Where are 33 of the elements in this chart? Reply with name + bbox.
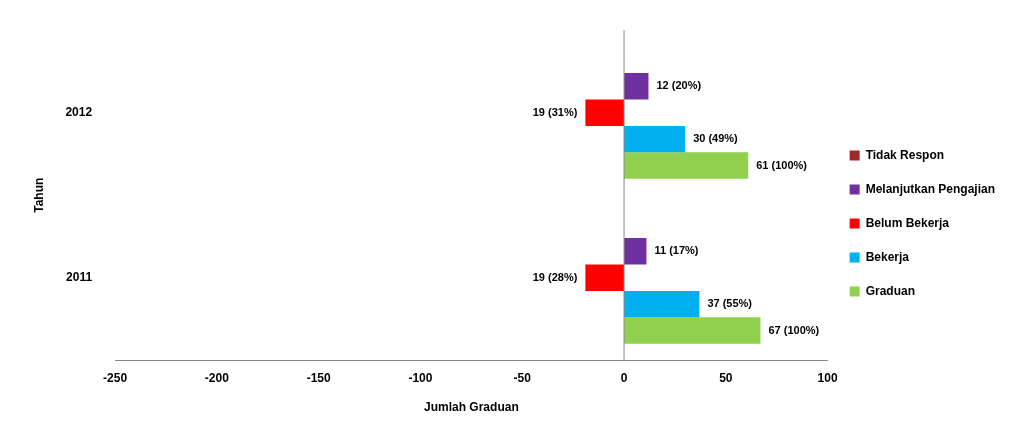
bar	[624, 73, 649, 100]
bar	[585, 99, 625, 126]
legend-label: Bekerja	[865, 249, 910, 264]
x-tick-label: -50	[513, 370, 532, 385]
x-tick-label: -200	[204, 370, 230, 385]
bar	[624, 290, 700, 318]
data-label: 11 (17%)	[654, 244, 699, 257]
legend-label: Tidak Respon	[865, 147, 945, 162]
data-label: 19 (31%)	[532, 105, 578, 118]
x-tick-label: -100	[408, 370, 433, 385]
y-tick-label: 2012	[65, 105, 93, 120]
data-label: 67 (100%)	[768, 323, 820, 336]
x-tick-label: 50	[719, 370, 733, 385]
data-label: 37 (55%)	[707, 297, 753, 310]
x-tick-label: 100	[817, 370, 838, 385]
data-label: 30 (49%)	[693, 132, 739, 145]
bar	[624, 152, 749, 179]
data-label: 12 (20%)	[656, 79, 702, 92]
x-tick-label: -250	[103, 370, 128, 385]
legend-label: Belum Bekerja	[865, 215, 950, 230]
data-label: 19 (28%)	[532, 270, 578, 283]
x-tick-label: 0	[620, 370, 628, 385]
bar	[624, 317, 761, 344]
x-tick-label: -150	[306, 370, 332, 385]
bar	[585, 264, 625, 291]
legend-label: Melanjutkan Pengajian	[865, 181, 996, 196]
x-axis-title: Jumlah Graduan	[424, 400, 519, 415]
data-label: 61 (100%)	[756, 158, 808, 171]
legend-label: Graduan	[865, 283, 915, 298]
y-axis-title: Tahun	[31, 177, 46, 213]
bar	[624, 125, 686, 153]
y-tick-label: 2011	[66, 270, 93, 285]
bar	[624, 238, 647, 265]
